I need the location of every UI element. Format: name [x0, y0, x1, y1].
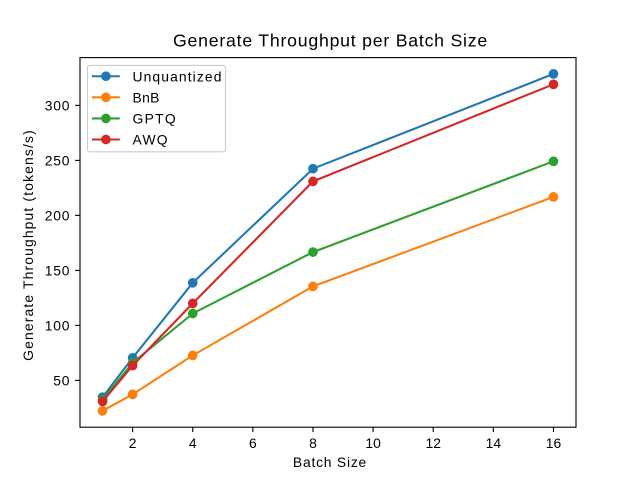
- svg-text:200: 200: [45, 207, 71, 223]
- svg-text:14: 14: [486, 435, 502, 451]
- svg-text:8: 8: [309, 435, 317, 451]
- svg-text:300: 300: [45, 97, 71, 113]
- svg-text:100: 100: [45, 317, 71, 333]
- svg-text:12: 12: [426, 435, 442, 451]
- svg-text:GPTQ: GPTQ: [133, 111, 178, 127]
- svg-text:4: 4: [189, 435, 197, 451]
- svg-text:150: 150: [45, 262, 71, 278]
- svg-text:Generate Throughput per Batch: Generate Throughput per Batch Size: [173, 31, 488, 51]
- svg-text:Generate Throughput (tokens/s): Generate Throughput (tokens/s): [20, 129, 36, 361]
- svg-text:16: 16: [546, 435, 562, 451]
- svg-text:Batch Size: Batch Size: [293, 454, 367, 470]
- svg-text:2: 2: [129, 435, 137, 451]
- svg-text:50: 50: [53, 372, 70, 388]
- svg-text:Unquantized: Unquantized: [133, 68, 223, 84]
- svg-text:AWQ: AWQ: [133, 132, 169, 148]
- svg-text:6: 6: [249, 435, 257, 451]
- svg-text:BnB: BnB: [133, 89, 160, 105]
- svg-text:250: 250: [45, 152, 71, 168]
- svg-text:10: 10: [365, 435, 381, 451]
